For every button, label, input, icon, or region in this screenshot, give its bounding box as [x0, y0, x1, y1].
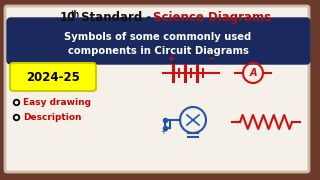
Text: Symbols of some commonly used: Symbols of some commonly used — [64, 32, 252, 42]
Text: +: + — [160, 129, 166, 135]
Text: Standard -: Standard - — [77, 10, 156, 24]
Text: Description: Description — [23, 112, 82, 122]
FancyBboxPatch shape — [5, 6, 309, 172]
Text: 10: 10 — [60, 10, 76, 24]
Text: Easy drawing: Easy drawing — [23, 98, 91, 107]
Text: +: + — [167, 54, 174, 63]
Text: Science Diagrams: Science Diagrams — [153, 10, 271, 24]
Text: 2024-25: 2024-25 — [26, 71, 80, 84]
Text: A: A — [249, 68, 257, 78]
FancyBboxPatch shape — [7, 18, 310, 64]
Text: components in Circuit Diagrams: components in Circuit Diagrams — [68, 46, 248, 56]
Text: −: − — [207, 54, 214, 63]
Text: th: th — [71, 10, 80, 19]
FancyBboxPatch shape — [10, 63, 96, 91]
